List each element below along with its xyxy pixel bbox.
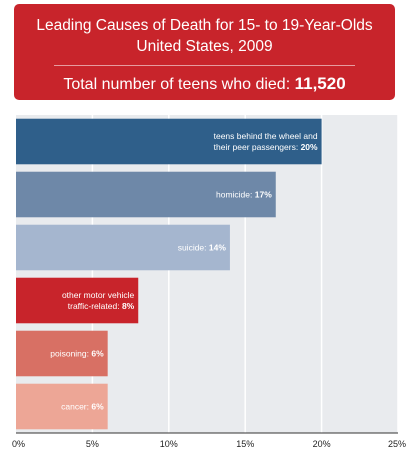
bar-label: homicide: 17% bbox=[216, 190, 272, 200]
chart-title: Leading Causes of Death for 15- to 19-Ye… bbox=[36, 17, 373, 34]
chart-subtitle: United States, 2009 bbox=[136, 38, 273, 55]
bar bbox=[16, 224, 230, 271]
total-deaths-label: Total number of teens who died: bbox=[63, 76, 291, 93]
x-tick-label: 0% bbox=[12, 439, 25, 449]
bar bbox=[16, 330, 108, 377]
header-divider bbox=[54, 65, 355, 66]
bar bbox=[16, 171, 276, 218]
total-deaths-value: 11,520 bbox=[294, 74, 346, 93]
total-deaths-line: Total number of teens who died: 11,520 bbox=[14, 74, 395, 94]
x-tick-label: 15% bbox=[236, 439, 254, 449]
chart-header: Leading Causes of Death for 15- to 19-Ye… bbox=[14, 4, 395, 100]
bar-label: teens behind the wheel and their peer pas… bbox=[214, 131, 318, 152]
bar-label: suicide: 14% bbox=[178, 243, 227, 253]
bar bbox=[16, 277, 139, 324]
bar-label: poisoning: 6% bbox=[50, 349, 104, 359]
plot-background bbox=[16, 115, 398, 433]
x-tick-label: 5% bbox=[86, 439, 99, 449]
bar bbox=[16, 383, 108, 430]
bar-label: cancer: 6% bbox=[61, 402, 104, 412]
bar-label: other motor vehicle traffic-related: 8% bbox=[62, 290, 135, 311]
x-tick-label: 20% bbox=[313, 439, 331, 449]
bar bbox=[16, 118, 322, 165]
x-tick-label: 10% bbox=[160, 439, 178, 449]
x-tick-label: 25% bbox=[388, 439, 406, 449]
